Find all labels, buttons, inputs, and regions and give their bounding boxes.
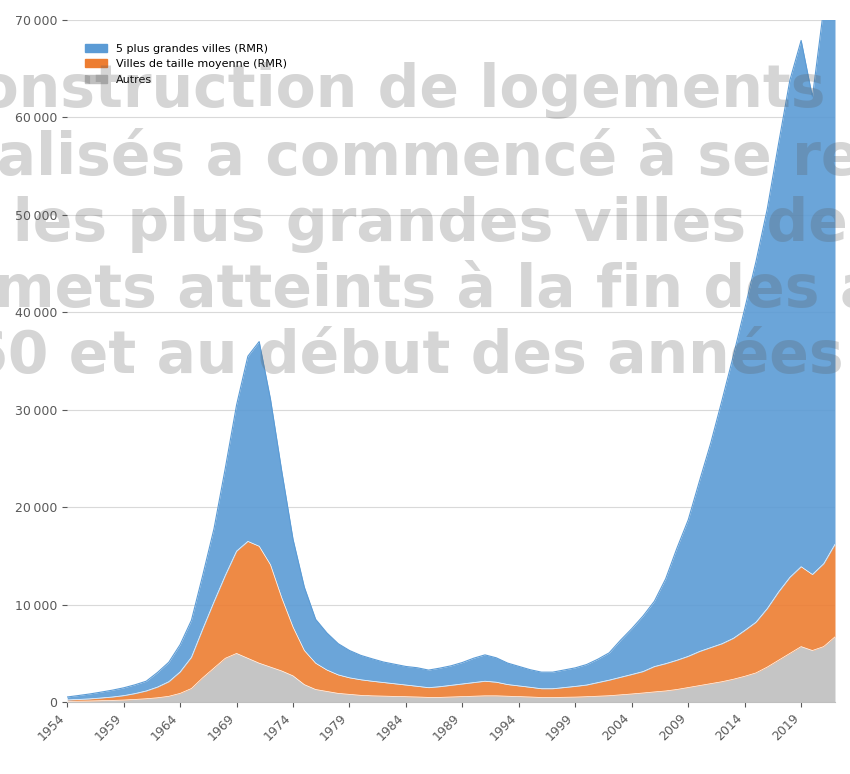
- Legend: 5 plus grandes villes (RMR), Villes de taille moyenne (RMR), Autres: 5 plus grandes villes (RMR), Villes de t…: [81, 39, 292, 89]
- Text: La construction de logements locatifs
spécialisés a commencé à se redresser
dans: La construction de logements locatifs sp…: [0, 62, 850, 385]
